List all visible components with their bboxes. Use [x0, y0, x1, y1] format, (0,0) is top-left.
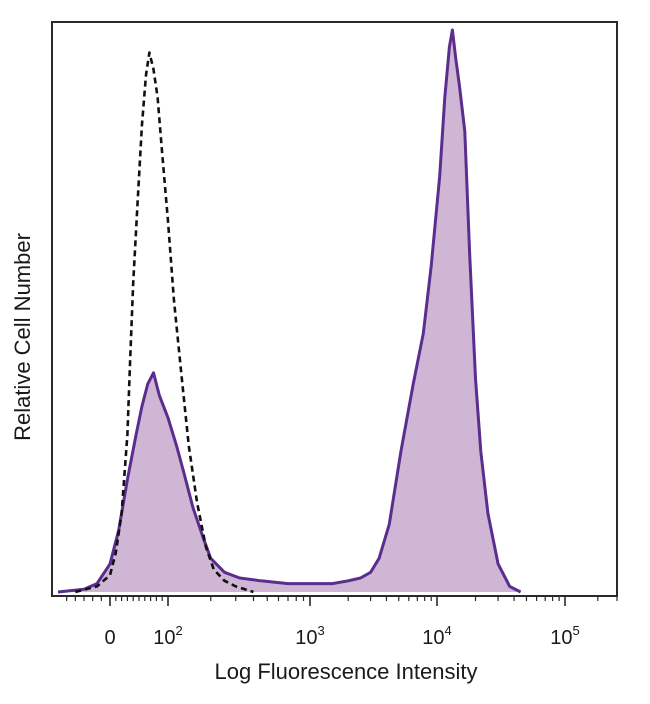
x-axis: 0 102 103 104 105 — [52, 595, 618, 649]
series-1-line — [57, 28, 522, 594]
x-tick-label: 104 — [422, 623, 451, 649]
x-tick-label: 105 — [550, 623, 579, 649]
x-axis-label: Log Fluorescence Intensity — [215, 659, 478, 684]
series-layer — [57, 28, 522, 594]
y-axis-label: Relative Cell Number — [10, 233, 35, 441]
series-1-area — [58, 30, 521, 592]
x-tick-label: 0 — [104, 627, 115, 649]
x-tick-label: 102 — [153, 623, 182, 649]
series-0-line — [74, 51, 254, 594]
x-tick-label: 103 — [295, 623, 324, 649]
